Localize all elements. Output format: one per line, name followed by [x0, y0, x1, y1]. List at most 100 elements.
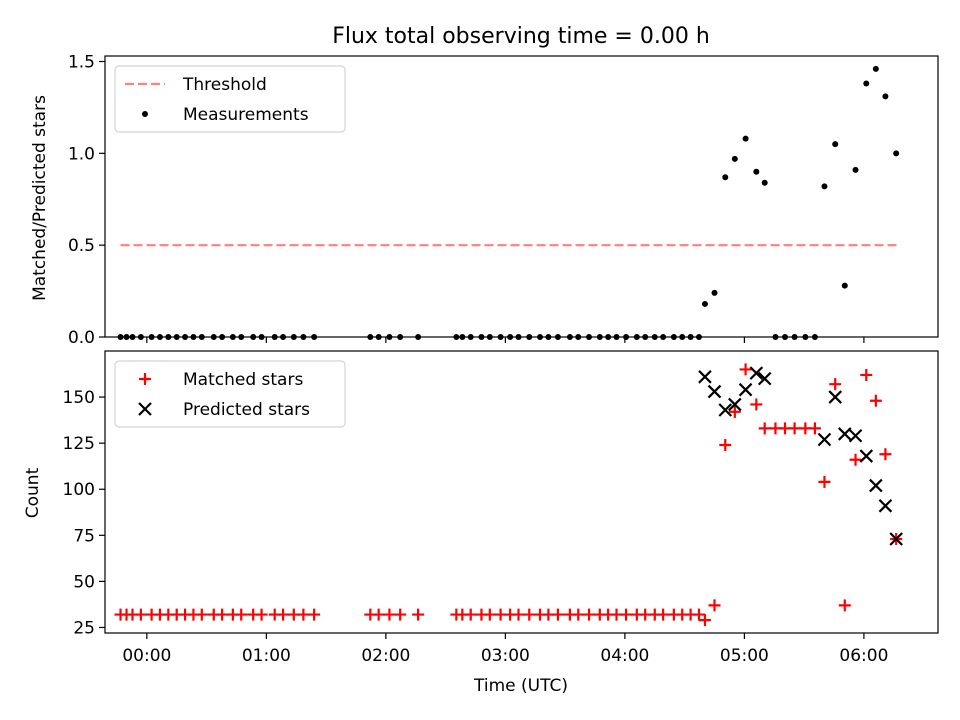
predicted-star-point — [728, 397, 742, 412]
matched-star-point — [512, 608, 525, 621]
predicted-star-point — [707, 384, 722, 399]
matched-star-point — [464, 608, 477, 621]
matched-star-point — [818, 475, 831, 488]
matched-star-point — [572, 608, 585, 621]
legend-matched-swatch — [139, 373, 151, 385]
matched-star-point — [758, 422, 771, 435]
x-axis-label: Time (UTC) — [473, 676, 568, 696]
legend-box — [114, 65, 346, 133]
axes-frame — [104, 55, 939, 338]
predicted-star-point — [869, 478, 883, 493]
x-tick-label: 01:00 — [242, 646, 291, 666]
matched-star-point — [372, 608, 385, 621]
y-tick-label: 50 — [73, 572, 95, 592]
predicted-star-point — [848, 429, 863, 443]
measurement-point — [882, 93, 889, 100]
measurement-point — [701, 300, 708, 307]
predicted-star-point — [757, 371, 772, 386]
matched-star-point — [195, 608, 208, 621]
legend-label: Predicted stars — [183, 400, 310, 420]
y-tick-label: 75 — [73, 526, 95, 546]
legend-label: Matched stars — [183, 370, 303, 390]
predicted-star-point — [817, 432, 832, 447]
predicted-star-point — [878, 499, 893, 513]
matched-star-point — [277, 608, 290, 621]
x-tick-label: 03:00 — [481, 646, 530, 666]
matched-star-point — [216, 608, 229, 621]
y-tick-label: 150 — [63, 388, 95, 408]
matched-star-point — [583, 608, 596, 621]
matched-star-point — [719, 439, 732, 451]
matched-star-point — [860, 368, 873, 381]
x-tick-label: 05:00 — [720, 646, 769, 666]
matched-star-point — [808, 422, 821, 435]
predicted-star-point — [859, 449, 874, 463]
x-tick-label: 00:00 — [122, 646, 171, 666]
predicted-star-point — [718, 403, 733, 417]
x-tick-label: 04:00 — [600, 646, 649, 666]
matched-star-point — [849, 453, 862, 466]
y-tick-label: 0.5 — [68, 236, 95, 256]
legend-predicted-swatch — [138, 402, 152, 416]
predicted-star-point — [698, 370, 712, 384]
matched-star-point — [879, 448, 892, 461]
measurement-point — [711, 289, 718, 296]
legend-label: Measurements — [183, 105, 309, 125]
bottom-y-axis-label: Count — [23, 467, 43, 518]
measurement-point — [893, 150, 900, 157]
chart-title: Flux total observing time = 0.00 h — [332, 24, 710, 49]
bottom-panel: 25 50 75 100 125 150 00:00 01:00 02:00 03:00 04:00… — [63, 350, 939, 666]
matched-star-point — [394, 608, 407, 621]
y-tick-label: 100 — [63, 480, 95, 500]
legend-box — [114, 360, 346, 428]
matched-star-point — [869, 394, 882, 407]
predicted-star-point — [889, 532, 903, 546]
matched-star-point — [788, 422, 801, 435]
measurement-point — [742, 135, 749, 142]
y-tick-label: 25 — [73, 618, 95, 638]
matched-star-point — [297, 608, 310, 621]
measurement-point — [872, 65, 879, 72]
y-tick-label: 1.0 — [68, 144, 95, 164]
measurement-point — [722, 174, 729, 181]
predicted-star-point — [838, 427, 852, 441]
matched-star-point — [829, 378, 842, 391]
top-y-axis-label: Matched/Predicted stars — [30, 95, 50, 301]
x-tick-label: 06:00 — [839, 646, 888, 666]
matched-star-point — [750, 398, 763, 411]
matched-star-point — [255, 608, 268, 621]
matched-star-point — [838, 599, 851, 612]
matched-star-point — [412, 608, 425, 621]
matched-star-point — [620, 608, 633, 621]
matched-star-point — [235, 608, 248, 621]
matched-star-point — [523, 608, 536, 621]
measurement-point — [841, 282, 848, 289]
y-tick-label: 125 — [63, 434, 95, 454]
measurement-point — [731, 155, 738, 162]
y-tick-label: 0.0 — [68, 328, 95, 348]
measurement-point — [832, 141, 839, 148]
matched-star-point — [383, 608, 396, 621]
measurement-point — [761, 179, 768, 186]
matched-star-point — [308, 608, 321, 621]
predicted-star-point — [749, 366, 764, 380]
matched-star-point — [728, 405, 741, 418]
measurement-point — [852, 166, 859, 173]
predicted-star-point — [828, 390, 842, 404]
y-tick-label: 1.5 — [68, 53, 95, 73]
measurement-point — [863, 80, 870, 87]
measurement-point — [753, 168, 760, 175]
matched-star-point — [134, 608, 147, 621]
matched-star-point — [739, 363, 752, 376]
x-tick-label: 02:00 — [361, 646, 410, 666]
axes-frame — [104, 350, 939, 634]
predicted-star-point — [738, 382, 753, 397]
measurement-point — [821, 183, 828, 190]
matched-star-point — [551, 608, 564, 621]
matched-star-point — [692, 608, 705, 621]
matched-star-point — [708, 599, 721, 612]
legend-label: Threshold — [182, 75, 267, 95]
matched-star-point — [657, 608, 670, 621]
top-panel: 0.0 0.5 1.0 1.5 Threshold Measurements — [68, 53, 939, 348]
